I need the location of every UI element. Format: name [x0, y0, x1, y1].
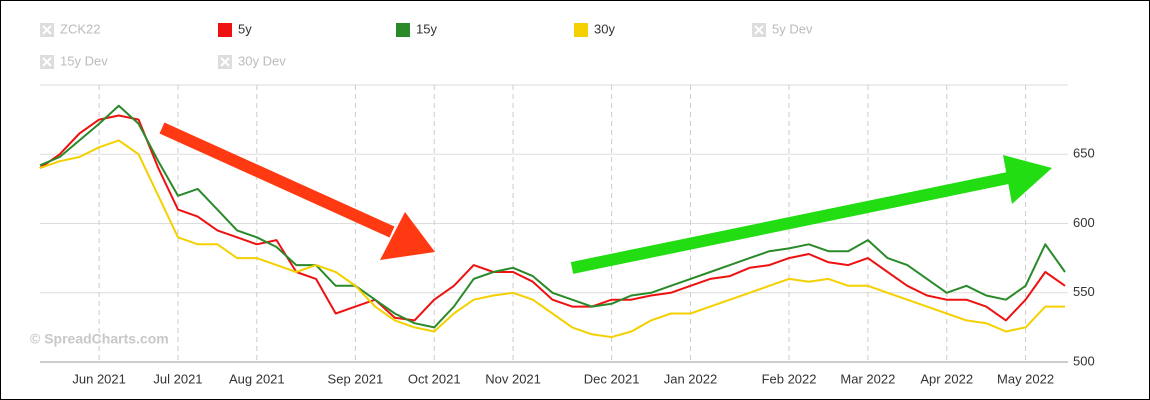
- x-tick-label: Oct 2021: [408, 371, 461, 386]
- x-tick-label: Dec 2021: [584, 371, 640, 386]
- x-tick-label: Jun 2021: [72, 371, 126, 386]
- x-tick-label: Aug 2021: [229, 371, 285, 386]
- legend-off-icon: [220, 57, 230, 67]
- arrow-head: [1003, 155, 1052, 204]
- x-tick-label: Apr 2022: [920, 371, 973, 386]
- legend-item[interactable]: ZCK22: [40, 21, 100, 37]
- legend-swatch: [396, 23, 410, 37]
- legend-label: 30y Dev: [238, 53, 286, 68]
- legend-item[interactable]: 5y Dev: [752, 21, 813, 37]
- legend-item[interactable]: 15y: [396, 21, 437, 37]
- arrow-head: [380, 212, 435, 260]
- legend-item[interactable]: 30y Dev: [218, 53, 286, 69]
- y-tick-label: 550: [1073, 284, 1095, 299]
- watermark: © SpreadCharts.com: [30, 331, 169, 347]
- series-line: [39, 114, 1066, 322]
- trend-arrow-up: [570, 155, 1052, 274]
- legend-item[interactable]: 30y: [574, 21, 615, 37]
- legend-item[interactable]: 15y Dev: [40, 53, 108, 69]
- legend-off-icon: [42, 57, 52, 67]
- trend-arrow-down: [159, 122, 435, 260]
- arrow-shaft: [570, 172, 1010, 274]
- series-line: [39, 104, 1066, 329]
- legend-label: 15y: [416, 21, 437, 36]
- legend-label: 30y: [594, 21, 615, 36]
- legend-swatch: [574, 23, 588, 37]
- legend-swatch: [218, 23, 232, 37]
- y-tick-label: 600: [1073, 215, 1095, 230]
- x-tick-label: Sep 2021: [328, 371, 384, 386]
- legend-item[interactable]: 5y: [218, 21, 252, 37]
- x-tick-label: Mar 2022: [840, 371, 895, 386]
- x-tick-label: May 2022: [997, 371, 1054, 386]
- lines: [39, 104, 1066, 339]
- x-tick-label: Feb 2022: [762, 371, 817, 386]
- y-tick-label: 650: [1073, 146, 1095, 161]
- y-tick-label: 500: [1073, 353, 1095, 368]
- legend-label: ZCK22: [60, 21, 100, 36]
- legend-label: 5y: [238, 21, 252, 36]
- legend-off-icon: [42, 25, 52, 35]
- legend: ZCK22 5y 15y 30y 5y Dev 15y Dev 30y Dev: [40, 21, 813, 69]
- legend-off-icon: [754, 25, 764, 35]
- x-tick-label: Jan 2022: [664, 371, 718, 386]
- arrow-shaft: [159, 122, 395, 238]
- x-tick-label: Nov 2021: [485, 371, 541, 386]
- x-tick-label: Jul 2021: [153, 371, 202, 386]
- legend-label: 15y Dev: [60, 53, 108, 68]
- series-line: [39, 139, 1065, 339]
- legend-label: 5y Dev: [772, 21, 813, 36]
